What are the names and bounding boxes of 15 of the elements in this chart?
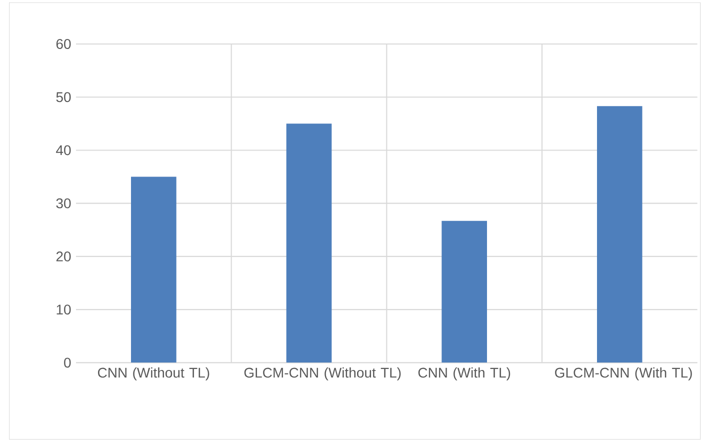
x-tick-label: CNN (Without TL) <box>98 367 210 380</box>
x-tick-label: GLCM-CNN (Without TL) <box>244 367 401 380</box>
y-tick-label: 50 <box>56 92 71 102</box>
x-tick-label: GLCM-CNN (With TL) <box>555 367 692 380</box>
y-tick-label: 20 <box>56 252 71 262</box>
y-tick-label: 40 <box>56 145 71 156</box>
y-tick-label: 30 <box>56 198 71 208</box>
y-tick-label: 10 <box>56 304 71 315</box>
x-tick-label: CNN (With TL) <box>418 367 510 380</box>
bar <box>286 124 332 363</box>
y-tick-label: 0 <box>64 358 71 368</box>
bar <box>597 106 642 363</box>
y-tick-label: 60 <box>56 39 71 49</box>
bar <box>442 220 487 363</box>
bar <box>131 176 176 363</box>
